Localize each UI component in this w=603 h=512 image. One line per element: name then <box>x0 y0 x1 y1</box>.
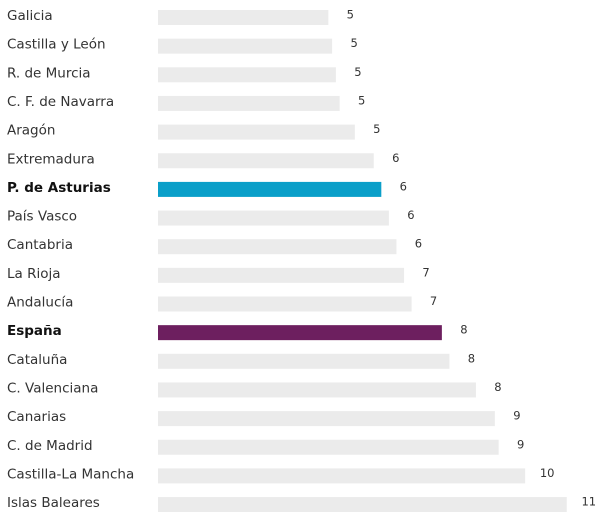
category-label: Islas Baleares <box>7 495 100 511</box>
bar <box>158 10 329 25</box>
category-label: Aragón <box>7 123 55 139</box>
bar <box>158 468 526 484</box>
value-label: 5 <box>350 36 357 50</box>
category-label: C. F. de Navarra <box>7 94 114 110</box>
value-label: 5 <box>358 93 365 107</box>
category-label: Castilla-La Mancha <box>7 466 134 482</box>
category-label: Cataluña <box>7 352 67 368</box>
bar <box>158 38 333 54</box>
bar <box>158 382 476 398</box>
bar <box>158 296 412 312</box>
bar <box>158 153 374 169</box>
value-label: 6 <box>400 179 407 193</box>
bar <box>158 411 495 427</box>
bar <box>158 325 442 341</box>
category-label: Andalucía <box>7 295 73 311</box>
bar <box>158 124 355 140</box>
category-label: Galicia <box>7 8 53 24</box>
category-label: País Vasco <box>7 209 77 225</box>
category-label: C. Valenciana <box>7 380 98 396</box>
value-label: 7 <box>422 265 429 279</box>
category-label: Canarias <box>7 409 66 425</box>
category-label: La Rioja <box>7 266 61 282</box>
value-label: 8 <box>468 351 475 365</box>
category-label: Extremadura <box>7 151 95 167</box>
category-label: R. de Murcia <box>7 65 91 81</box>
category-label: Castilla y León <box>7 37 106 53</box>
bar <box>158 497 567 512</box>
value-label: 6 <box>407 208 414 222</box>
value-label: 7 <box>430 294 437 308</box>
value-label: 6 <box>415 237 422 251</box>
value-label: 10 <box>540 466 555 480</box>
value-label: 11 <box>581 495 596 509</box>
value-label: 8 <box>460 323 467 337</box>
value-label: 5 <box>373 122 380 136</box>
bar <box>158 267 405 283</box>
value-label: 9 <box>517 437 524 451</box>
category-label: P. de Asturias <box>7 180 111 196</box>
value-label: 8 <box>494 380 501 394</box>
bar <box>158 181 382 197</box>
value-label: 9 <box>513 409 520 423</box>
bar <box>158 210 389 226</box>
bar <box>158 439 499 455</box>
category-label: Cantabria <box>7 237 73 253</box>
bar <box>158 239 397 255</box>
bar <box>158 95 340 111</box>
category-label: C. de Madrid <box>7 438 93 454</box>
value-label: 5 <box>354 65 361 79</box>
bar <box>158 67 336 83</box>
value-label: 5 <box>347 8 354 22</box>
bar <box>158 353 450 369</box>
value-label: 6 <box>392 151 399 165</box>
category-label: España <box>7 323 62 339</box>
